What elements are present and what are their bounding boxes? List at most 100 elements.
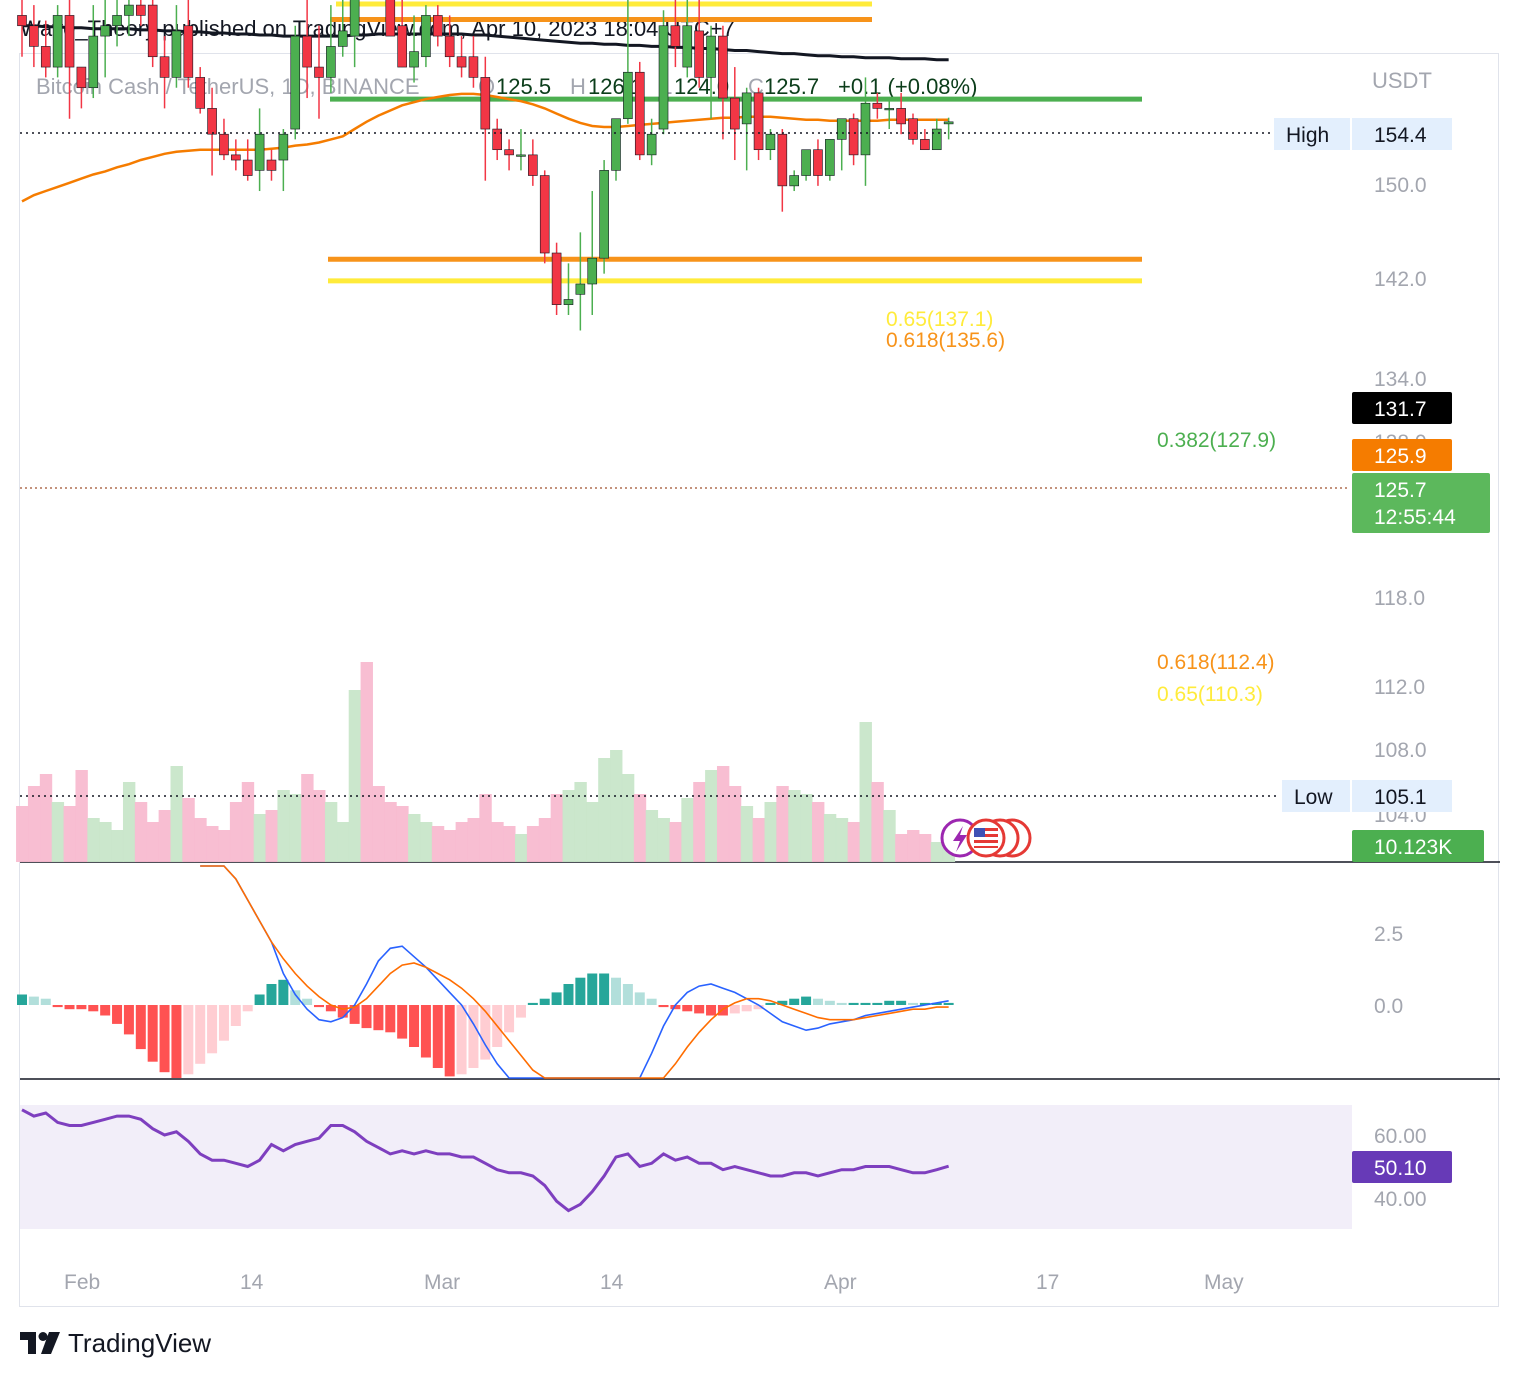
volume-bar (75, 770, 88, 862)
volume-bar (431, 826, 445, 862)
candle-body (242, 159, 253, 176)
volume-bar (146, 822, 160, 862)
volume-bar (681, 798, 694, 862)
volume-bar (740, 806, 754, 862)
rsi-pane (21, 1108, 950, 1213)
rsi-value: 50.10 (1374, 1157, 1427, 1180)
last-price-tag (1352, 473, 1490, 533)
candle-body (397, 25, 407, 68)
candle-body (112, 15, 122, 27)
price-tick-134: 134.0 (1374, 368, 1427, 391)
candle-body (658, 25, 669, 130)
macd-pane (17, 865, 954, 1079)
rsi-line (21, 1108, 950, 1213)
macd-hist-bar (28, 996, 39, 1005)
candle-body (421, 15, 431, 58)
macd-hist-bar (622, 984, 633, 1005)
time-label-mar14: 14 (600, 1271, 624, 1294)
volume-bar (313, 790, 326, 862)
high-tag-label: High (1286, 124, 1329, 147)
macd-hist-bar (908, 1002, 918, 1005)
candle-body (492, 128, 503, 151)
candle-body (611, 118, 621, 171)
macd-hist-bar (349, 1005, 360, 1024)
volume-bar (27, 786, 41, 862)
macd-hist-bar (147, 1005, 158, 1062)
fib-label-4: 0.65(110.3) (1157, 683, 1263, 706)
macd-hist-bar (218, 1005, 229, 1041)
tradingview-logo[interactable]: TradingView (20, 1326, 211, 1360)
candle-body (599, 170, 609, 259)
macd-hist-bar (17, 994, 27, 1005)
candle-body (777, 133, 788, 187)
candle-body (302, 35, 312, 68)
volume-bar (206, 826, 219, 862)
chart-frame (19, 53, 1499, 1307)
macd-hist-bar (420, 1005, 431, 1058)
macd-hist-bar (943, 1002, 954, 1005)
candle-body (76, 66, 87, 89)
volume-bar (158, 810, 171, 862)
volume-bar (705, 770, 718, 862)
candle-body (741, 92, 752, 125)
candle-body (52, 15, 63, 68)
open-value: 125.5 (496, 74, 551, 99)
event-icons[interactable] (940, 818, 1032, 858)
volume-bar (871, 782, 884, 862)
candle-body (266, 159, 277, 171)
macd-hist-bar (266, 984, 277, 1005)
candle-body (100, 25, 110, 37)
volume-bar (218, 830, 231, 862)
macd-hist-bar (337, 1005, 348, 1018)
candle-body (848, 118, 859, 156)
volume-bar (134, 802, 148, 862)
volume-bar (384, 802, 397, 862)
candle-body (623, 71, 633, 120)
volume-bar (621, 774, 635, 862)
volume-bar (728, 786, 742, 862)
candle-body (326, 46, 336, 78)
lightning-glyph (953, 826, 967, 852)
price-tick-142: 142.0 (1374, 268, 1427, 291)
macd-hist-bar (385, 1005, 396, 1033)
low-tag (1282, 780, 1350, 812)
rsi-tick-60: 60.00 (1374, 1125, 1427, 1148)
macd-hist-bar (789, 998, 800, 1005)
macd-hist-bar (100, 1005, 111, 1016)
volume-bar (716, 766, 730, 862)
candle-body (207, 108, 217, 135)
candle-body (765, 133, 776, 151)
macd-hist-bar (480, 1005, 491, 1060)
volume-bar (586, 802, 599, 862)
volume-bar (16, 806, 29, 862)
macd-hist-bar (551, 992, 562, 1005)
high-tag-value: 154.4 (1374, 124, 1427, 147)
volume-bar (823, 814, 837, 862)
candle-body (29, 25, 39, 47)
candle-body (171, 30, 182, 78)
volume-area (16, 662, 956, 862)
candle-body (931, 128, 942, 151)
candle-body (385, 0, 396, 37)
macd-hist-bar (931, 1002, 942, 1005)
macd-hist-bar (135, 1005, 146, 1050)
volume-bar (408, 814, 421, 862)
macd-hist-bar (409, 1005, 420, 1047)
candle-body (587, 257, 598, 285)
macd-hist-bar (896, 1000, 907, 1005)
candle-body (563, 299, 574, 305)
volume-bar (39, 774, 53, 862)
macd-hist-bar (706, 1005, 717, 1016)
rsi-tick-40: 40.00 (1374, 1188, 1427, 1211)
macd-hist-bar (611, 977, 621, 1005)
macd-hist-bar (753, 1005, 764, 1010)
candle-body (825, 139, 835, 176)
time-label-apr: Apr (824, 1271, 857, 1294)
last-price-value: 125.7 (1374, 479, 1427, 502)
macd-hist-bar (836, 1002, 847, 1005)
volume-bar (645, 810, 659, 862)
volume-bar (800, 794, 813, 862)
volume-bar (930, 842, 944, 862)
candle-body (136, 4, 146, 16)
